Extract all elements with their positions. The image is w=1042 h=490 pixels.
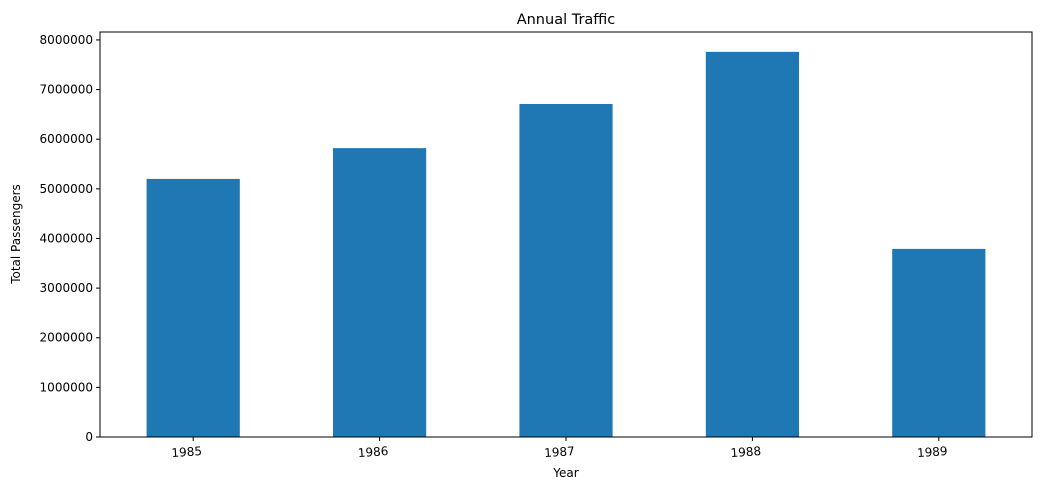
bar-1987 <box>519 103 613 437</box>
bar-1986 <box>333 148 427 437</box>
y-tick-label: 4000000 <box>40 231 93 245</box>
y-tick-label: 7000000 <box>40 83 93 97</box>
y-axis-label: Total Passengers <box>9 184 23 285</box>
bar-1989 <box>892 248 986 437</box>
x-tick-label: 1986 <box>357 444 388 460</box>
bars-group <box>146 51 986 438</box>
y-tick-label: 2000000 <box>40 331 93 345</box>
bar-1985 <box>146 178 240 438</box>
x-axis-label: Year <box>552 466 578 480</box>
chart-title: Annual Traffic <box>517 12 616 28</box>
x-tick-label: 1987 <box>544 444 575 460</box>
y-tick-label: 0 <box>85 430 93 444</box>
plot-frame <box>99 31 1033 438</box>
x-axis-ticks: 1985 1986 1987 1988 1989 <box>171 437 948 460</box>
y-tick-label: 5000000 <box>40 182 93 196</box>
y-tick-label: 6000000 <box>40 132 93 146</box>
y-axis-ticks: 0 1000000 2000000 3000000 4000000 5000000 6000… <box>40 33 100 444</box>
x-tick-label: 1985 <box>171 444 202 460</box>
bar-1988 <box>705 51 799 438</box>
x-tick-label: 1989 <box>917 444 948 460</box>
x-tick-label: 1988 <box>730 444 761 460</box>
y-tick-label: 1000000 <box>40 380 93 394</box>
y-tick-label: 8000000 <box>40 33 93 47</box>
y-tick-label: 3000000 <box>40 281 93 295</box>
